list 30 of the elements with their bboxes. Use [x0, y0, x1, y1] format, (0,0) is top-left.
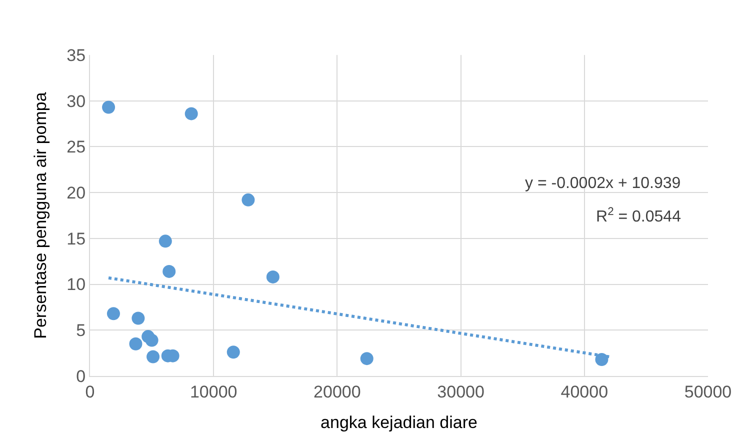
x-tick-label: 30000 [437, 382, 484, 402]
x-tick-label: 50000 [684, 382, 732, 402]
y-tick-label: 25 [66, 138, 86, 157]
point [266, 270, 280, 284]
x-tick-label: 10000 [190, 382, 238, 402]
x-axis-title: angka kejadian diare [320, 412, 478, 432]
point [158, 234, 172, 248]
y-tick-label: 20 [66, 184, 86, 203]
point [132, 312, 145, 325]
point [146, 350, 160, 364]
point [226, 346, 240, 359]
point [242, 193, 255, 206]
y-tick-label: 10 [66, 275, 86, 294]
annotation: R$^{2}$ = 0.0544 [596, 206, 682, 226]
point [360, 352, 374, 366]
point [162, 264, 176, 278]
y-axis-title: Persentase pengguna air pompa [31, 92, 50, 339]
x-tick-label: 40000 [560, 382, 608, 402]
y-tick-label: 5 [76, 321, 86, 340]
y-tick-label: 35 [66, 46, 86, 65]
annotation: y = -0.0002x + 10.939 [525, 175, 681, 192]
x-tick-label: 20000 [314, 382, 361, 402]
y-tick-label: 15 [66, 229, 86, 248]
y-tick-label: 30 [66, 92, 86, 111]
point [102, 100, 116, 114]
y-tick-label: 0 [76, 366, 86, 386]
point [129, 337, 142, 350]
point [106, 307, 120, 320]
point [184, 107, 198, 120]
point [145, 334, 158, 347]
